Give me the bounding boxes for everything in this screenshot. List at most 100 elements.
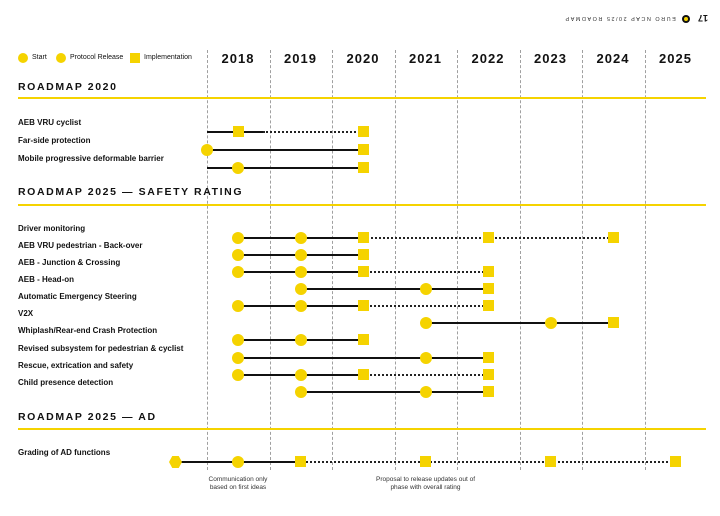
row-label: Revised subsystem for pedestrian & cycli… bbox=[18, 344, 184, 353]
timeline-bar bbox=[150, 231, 720, 245]
dotted-segment bbox=[363, 305, 488, 307]
timeline-bar bbox=[150, 455, 720, 469]
milestone-marker bbox=[232, 300, 244, 312]
implementation-marker bbox=[607, 317, 619, 328]
implementation-marker bbox=[357, 266, 369, 277]
implementation-marker bbox=[607, 232, 619, 243]
year-label-2018: 2018 bbox=[221, 51, 255, 66]
section-divider bbox=[18, 204, 706, 206]
dotted-segment bbox=[300, 461, 676, 463]
milestone-marker bbox=[232, 162, 244, 174]
legend-label: Protocol Release bbox=[70, 54, 124, 61]
start-marker bbox=[169, 456, 182, 468]
solid-segment bbox=[300, 288, 488, 290]
milestone-marker bbox=[294, 300, 307, 312]
milestone-marker bbox=[232, 369, 244, 381]
implementation-marker bbox=[670, 456, 681, 467]
section-title: ROADMAP 2020 bbox=[18, 81, 118, 93]
implementation-marker bbox=[482, 300, 494, 311]
timeline-bar bbox=[150, 333, 720, 347]
row-label: Mobile progressive deformable barrier bbox=[18, 154, 164, 163]
implementation-marker bbox=[357, 249, 369, 260]
milestone-marker bbox=[232, 232, 244, 244]
brand-text: EURO NCAP 20/25 ROADMAP bbox=[564, 15, 676, 21]
year-header: 2018 2019 2020 2021 2022 2023 2024 2025 bbox=[0, 51, 720, 69]
dotted-segment bbox=[363, 271, 488, 273]
milestone-marker bbox=[294, 283, 307, 295]
year-gridline bbox=[207, 50, 208, 470]
row-label: Child presence detection bbox=[18, 378, 114, 387]
year-label-2022: 2022 bbox=[471, 51, 505, 66]
row-label: AEB - Junction & Crossing bbox=[18, 258, 121, 267]
legend-label: Start bbox=[32, 54, 47, 61]
implementation-marker bbox=[357, 300, 369, 311]
timeline-bar bbox=[150, 385, 720, 399]
implementation-marker bbox=[357, 369, 369, 380]
milestone-marker bbox=[200, 144, 213, 156]
row-label: AEB VRU cyclist bbox=[18, 118, 82, 127]
legend-label: Implementation bbox=[144, 54, 192, 61]
timeline-bar bbox=[150, 248, 720, 262]
row-label: Far-side protection bbox=[18, 136, 91, 145]
milestone-marker bbox=[419, 386, 432, 398]
timeline-bar bbox=[150, 282, 720, 296]
solid-segment bbox=[300, 391, 488, 393]
year-gridline bbox=[394, 50, 396, 470]
year-label-2019: 2019 bbox=[284, 51, 317, 66]
year-label-2024: 2024 bbox=[596, 51, 630, 66]
implementation-marker bbox=[482, 232, 494, 243]
milestone-marker bbox=[232, 352, 244, 364]
row-label: V2X bbox=[18, 309, 34, 318]
footnote: Communication only based on first ideas bbox=[208, 476, 268, 492]
section-title: ROADMAP 2025 — AD bbox=[18, 411, 157, 423]
row-label: AEB - Head-on bbox=[18, 275, 74, 284]
timeline-bar bbox=[150, 161, 720, 175]
milestone-marker bbox=[232, 334, 244, 346]
timeline-bar bbox=[150, 316, 720, 330]
implementation-marker bbox=[482, 266, 494, 277]
implementation-marker bbox=[357, 334, 369, 345]
implementation-marker bbox=[357, 144, 369, 155]
year-gridline bbox=[519, 50, 521, 470]
milestone-marker bbox=[294, 266, 307, 278]
implementation-marker bbox=[482, 352, 494, 363]
timeline-bar bbox=[150, 299, 720, 313]
milestone-marker bbox=[294, 386, 307, 398]
timeline-bar bbox=[150, 143, 720, 157]
milestone-marker bbox=[232, 266, 244, 278]
implementation-marker bbox=[420, 456, 431, 467]
footnote: Proposal to release updates out of phase… bbox=[375, 476, 475, 492]
year-gridline bbox=[644, 50, 646, 470]
implementation-marker bbox=[482, 386, 494, 397]
year-label-2025: 2025 bbox=[659, 51, 692, 66]
milestone-marker bbox=[294, 369, 307, 381]
implementation-marker bbox=[357, 126, 369, 137]
page-number: 17 bbox=[697, 13, 708, 23]
start-circle-icon bbox=[18, 53, 28, 63]
milestone-marker bbox=[544, 317, 557, 329]
row-label: Whiplash/Rear-end Crash Protection bbox=[18, 326, 158, 335]
solid-segment bbox=[206, 167, 363, 169]
protocol-release-circle-icon bbox=[56, 53, 66, 63]
implementation-marker bbox=[295, 456, 306, 467]
implementation-marker bbox=[357, 162, 369, 173]
milestone-marker bbox=[232, 456, 244, 468]
section-title: ROADMAP 2025 — SAFETY RATING bbox=[18, 186, 244, 198]
year-label-2023: 2023 bbox=[534, 51, 567, 66]
timeline-bar bbox=[150, 351, 720, 365]
dotted-segment bbox=[263, 131, 363, 133]
solid-segment bbox=[425, 322, 613, 324]
milestone-marker bbox=[294, 334, 307, 346]
timeline-bar bbox=[150, 125, 720, 139]
row-label: Rescue, extrication and safety bbox=[18, 361, 134, 370]
dotted-segment bbox=[363, 374, 488, 376]
milestone-marker bbox=[232, 249, 244, 261]
row-label: Grading of AD functions bbox=[18, 448, 111, 457]
year-label-2020: 2020 bbox=[346, 51, 380, 66]
implementation-marker bbox=[482, 369, 494, 380]
implementation-square-icon bbox=[130, 53, 140, 63]
implementation-marker bbox=[232, 126, 244, 137]
timeline-bar bbox=[150, 368, 720, 382]
timeline-bar bbox=[150, 265, 720, 279]
milestone-marker bbox=[419, 317, 432, 329]
